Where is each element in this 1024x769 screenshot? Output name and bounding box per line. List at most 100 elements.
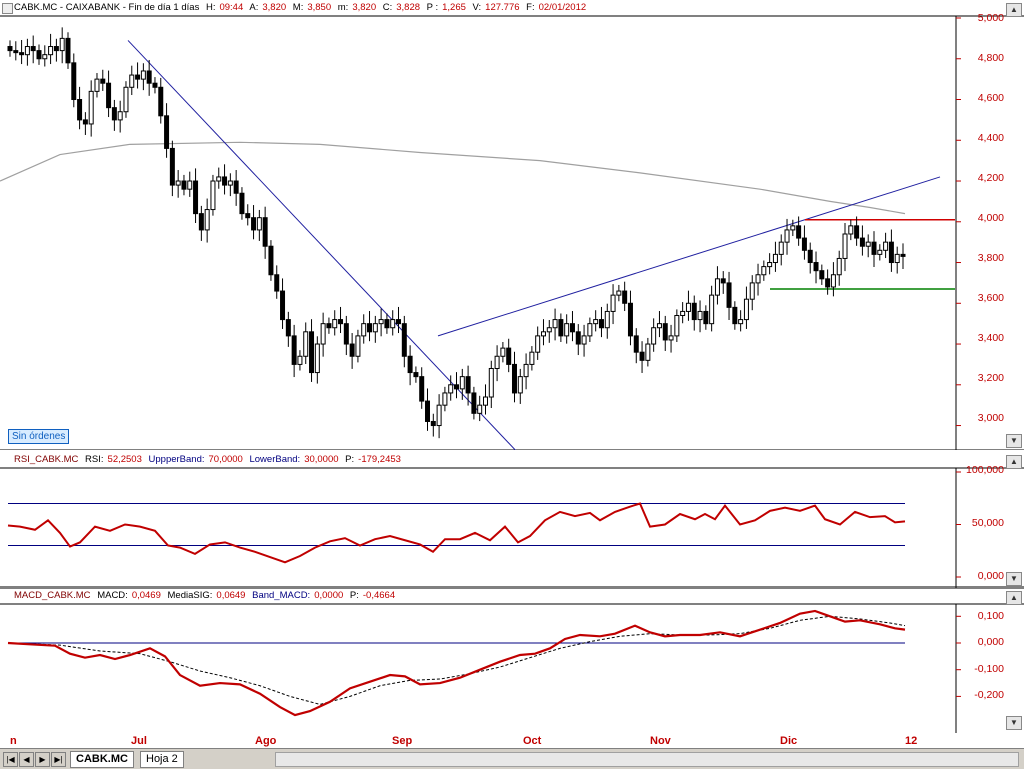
candle-body — [158, 86, 164, 117]
candle-body — [268, 245, 274, 276]
rsi-value: 52,2503 — [107, 454, 142, 465]
candle-body — [790, 225, 796, 231]
price-y-tick: 3,200 — [977, 372, 1004, 384]
candle-body — [425, 400, 431, 422]
candle-body — [390, 319, 396, 329]
candle-body — [883, 241, 889, 251]
rsi-chart[interactable] — [0, 452, 1024, 588]
macd-chart[interactable] — [0, 588, 1024, 733]
tab-cabk[interactable]: CABK.MC — [70, 751, 134, 768]
next-sheet-icon[interactable]: ▶ — [35, 752, 50, 767]
upper-value: 70,0000 — [208, 454, 243, 465]
candle-body — [477, 404, 483, 414]
x-tick: n — [10, 735, 17, 747]
candle-body — [338, 319, 344, 325]
candle-body — [297, 355, 303, 365]
scroll-down-icon[interactable]: ▼ — [1006, 572, 1022, 586]
candle-body — [222, 176, 228, 186]
candle-body — [482, 396, 488, 406]
candle-body — [71, 62, 77, 101]
candle-body — [454, 384, 459, 390]
lower-value: 30,0000 — [304, 454, 339, 465]
candle-body — [77, 99, 83, 121]
candle-body — [367, 323, 373, 333]
candle-body — [627, 302, 633, 337]
candle-body — [662, 323, 668, 341]
rsi-y-tick: 0,000 — [977, 570, 1004, 582]
candle-body — [117, 111, 123, 121]
candle-body — [842, 233, 848, 259]
candle-body — [42, 54, 48, 60]
uptrend-line — [437, 176, 941, 337]
candle-body — [65, 37, 71, 64]
p-value: 1,265 — [442, 2, 466, 13]
candle-body — [332, 319, 338, 329]
orders-badge[interactable]: Sin órdenes — [8, 429, 70, 444]
band-value: 0,0000 — [314, 590, 344, 601]
candle-body — [500, 347, 506, 357]
price-chart[interactable] — [0, 0, 1024, 450]
macd-panel[interactable]: MACD_CABK.MC MACD: 0,0469 MediaSIG: 0,0649… — [0, 588, 1024, 733]
tab-hoja-2[interactable]: Hoja 2 — [140, 751, 184, 768]
candle-body — [604, 310, 610, 329]
scroll-up-icon[interactable]: ▲ — [1006, 455, 1022, 469]
candle-body — [146, 70, 152, 84]
candle-body — [53, 46, 59, 52]
candle-body — [546, 327, 552, 333]
candle-body — [674, 315, 680, 337]
horizontal-scrollbar[interactable] — [275, 752, 1019, 767]
candle-body — [372, 323, 378, 333]
candle-body — [552, 319, 558, 329]
candle-body — [123, 86, 129, 113]
macd-y-tick: 0,000 — [977, 636, 1004, 648]
candle-body — [19, 52, 25, 56]
candle-body — [575, 331, 581, 345]
candle-body — [82, 119, 88, 125]
rsi-panel[interactable]: RSI_CABK.MC RSI: 52,2503 UppperBand: 70,00… — [0, 452, 1024, 588]
x-tick: Ago — [255, 735, 277, 747]
candle-body — [564, 323, 570, 337]
rsi-line — [7, 502, 906, 564]
candle-body — [894, 253, 900, 264]
candle-body — [871, 241, 877, 255]
candle-body — [274, 274, 280, 292]
x-tick: Dic — [780, 735, 798, 747]
candle-body — [13, 50, 19, 54]
candle-body — [622, 290, 628, 304]
macd-label: MACD: — [97, 590, 128, 601]
candle-body — [854, 225, 860, 239]
price-header: CABK.MC - CAIXABANK - Fin de día 1 días … — [14, 0, 590, 16]
macd-p-label: P: — [349, 590, 359, 601]
scroll-down-icon[interactable]: ▼ — [1006, 716, 1022, 730]
candle-body — [129, 74, 135, 88]
candle-body — [523, 363, 529, 378]
candle-body — [7, 46, 13, 52]
close-icon[interactable] — [2, 3, 13, 14]
candle-body — [772, 253, 778, 264]
candle-body — [59, 37, 65, 52]
candle-body — [610, 294, 616, 312]
rsi-y-tick: 50,000 — [971, 517, 1004, 529]
last-sheet-icon[interactable]: ▶| — [51, 752, 66, 767]
c-label: C: — [382, 2, 393, 13]
prev-sheet-icon[interactable]: ◀ — [19, 752, 34, 767]
candle-body — [164, 115, 170, 149]
first-sheet-icon[interactable]: |◀ — [3, 752, 18, 767]
macd-y-tick: -0,100 — [974, 663, 1004, 675]
candle-body — [616, 290, 622, 296]
candle-body — [598, 319, 604, 329]
candle-body — [436, 404, 442, 427]
x-tick: 12 — [905, 735, 918, 747]
candle-body — [819, 270, 825, 280]
c-value: 3,828 — [396, 2, 421, 13]
f-value: 02/01/2012 — [538, 2, 587, 13]
scroll-up-icon[interactable]: ▲ — [1006, 591, 1022, 605]
candle-body — [343, 323, 349, 345]
candle-body — [88, 90, 94, 125]
macd-signal-line — [7, 615, 906, 705]
scroll-up-icon[interactable]: ▲ — [1006, 3, 1022, 17]
scroll-down-icon[interactable]: ▼ — [1006, 434, 1022, 448]
candle-body — [140, 70, 146, 80]
price-panel[interactable]: CABK.MC - CAIXABANK - Fin de día 1 días … — [0, 0, 1024, 450]
candle-body — [349, 343, 355, 357]
